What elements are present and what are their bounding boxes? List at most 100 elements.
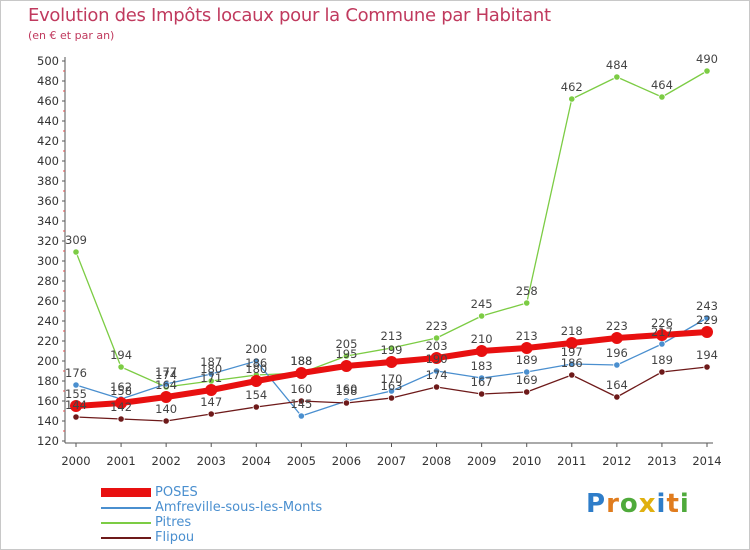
data-label-pitres-2014: 490 <box>696 52 718 66</box>
data-label-flipou-2014: 194 <box>696 348 718 362</box>
x-tick-label-2002: 2002 <box>152 454 181 468</box>
data-point-poses-2014 <box>701 326 713 338</box>
logo-letter: t <box>666 489 680 519</box>
data-point-pitres-2013 <box>658 93 666 101</box>
data-point-amfreville-sous-les-monts-2011 <box>568 360 576 368</box>
data-label-amfreville-sous-les-monts-2009: 183 <box>471 359 493 373</box>
y-tick-label-300: 300 <box>37 254 59 268</box>
legend-swatch-poses <box>101 488 151 497</box>
data-label-flipou-2004: 154 <box>245 388 267 402</box>
data-label-poses-2002: 164 <box>155 378 177 392</box>
y-tick-label-380: 380 <box>37 174 59 188</box>
data-label-amfreville-sous-les-monts-2014: 243 <box>696 299 718 313</box>
data-point-poses-2001 <box>115 397 128 409</box>
data-point-pitres-2000 <box>72 248 80 256</box>
data-label-poses-2009: 210 <box>471 332 493 346</box>
data-label-flipou-2009: 167 <box>471 375 493 389</box>
data-label-pitres-2003: 180 <box>200 362 222 376</box>
data-label-flipou-2005: 160 <box>290 382 312 396</box>
proxiti-logo: Proxiti <box>586 489 690 519</box>
data-point-flipou-2007 <box>387 394 396 402</box>
data-label-poses-2013: 226 <box>651 316 673 330</box>
data-label-amfreville-sous-les-monts-2002: 177 <box>155 365 177 379</box>
legend-swatch-amfreville <box>101 506 151 509</box>
data-label-pitres-2004: 186 <box>245 356 267 370</box>
data-label-poses-2007: 199 <box>381 343 403 357</box>
x-tick-label-2013: 2013 <box>647 454 676 468</box>
data-point-poses-2000 <box>70 400 82 412</box>
data-point-amfreville-sous-les-monts-2014 <box>703 314 711 322</box>
data-point-flipou-2000 <box>72 413 80 421</box>
data-label-amfreville-sous-les-monts-2000: 176 <box>65 366 87 380</box>
legend-label-flipou: Flipou <box>155 530 195 545</box>
y-tick-label-320: 320 <box>37 234 59 248</box>
data-point-flipou-2002 <box>162 417 170 425</box>
data-label-pitres-2011: 462 <box>561 80 583 94</box>
logo-letter: x <box>638 489 657 519</box>
data-label-poses-2006: 195 <box>335 347 357 361</box>
data-label-pitres-2009: 245 <box>471 297 493 311</box>
data-point-amfreville-sous-les-monts-2010 <box>523 368 531 376</box>
data-point-poses-2005 <box>295 367 308 379</box>
chart-legend: POSES Amfreville-sous-les-Monts Pitres F… <box>101 485 322 545</box>
data-point-poses-2006 <box>340 360 353 372</box>
x-tick-label-2000: 2000 <box>61 454 90 468</box>
data-point-pitres-2010 <box>523 299 531 307</box>
legend-label-poses: POSES <box>155 485 198 500</box>
data-label-amfreville-sous-les-monts-2003: 187 <box>200 355 222 369</box>
logo-letter: P <box>586 489 607 519</box>
data-label-amfreville-sous-les-monts-2010: 189 <box>516 353 538 367</box>
x-tick-label-2001: 2001 <box>106 454 135 468</box>
logo-letter: o <box>619 489 639 519</box>
data-point-flipou-2006 <box>342 399 351 407</box>
data-point-poses-2010 <box>520 342 533 354</box>
data-point-pitres-2014 <box>703 67 711 75</box>
data-point-pitres-2012 <box>613 73 621 81</box>
data-label-amfreville-sous-les-monts-2013: 217 <box>651 325 673 339</box>
data-point-amfreville-sous-les-monts-2003 <box>207 370 215 378</box>
data-label-poses-2008: 203 <box>426 339 448 353</box>
y-tick-label-200: 200 <box>37 354 59 368</box>
x-tick-label-2009: 2009 <box>467 454 496 468</box>
y-tick-label-340: 340 <box>37 214 59 228</box>
y-tick-label-240: 240 <box>37 314 59 328</box>
y-tick-label-180: 180 <box>37 374 59 388</box>
data-point-amfreville-sous-les-monts-2013 <box>658 340 666 348</box>
data-label-amfreville-sous-les-monts-2004: 200 <box>245 342 267 356</box>
data-point-poses-2007 <box>385 356 398 368</box>
x-tick-label-2008: 2008 <box>422 454 451 468</box>
y-tick-label-260: 260 <box>37 294 59 308</box>
data-point-amfreville-sous-les-monts-2002 <box>162 380 170 388</box>
data-point-pitres-2011 <box>568 95 576 103</box>
data-point-pitres-2008 <box>432 334 441 342</box>
y-tick-label-440: 440 <box>37 114 59 128</box>
data-label-flipou-2012: 164 <box>606 378 628 392</box>
legend-item-amfreville: Amfreville-sous-les-Monts <box>101 500 322 515</box>
y-tick-label-400: 400 <box>37 154 59 168</box>
data-label-pitres-2010: 258 <box>516 284 538 298</box>
data-point-pitres-2001 <box>117 363 125 371</box>
y-tick-label-220: 220 <box>37 334 59 348</box>
data-label-poses-2010: 213 <box>516 329 538 343</box>
y-tick-label-140: 140 <box>37 414 59 428</box>
data-label-pitres-2006: 205 <box>335 337 357 351</box>
data-label-pitres-2007: 213 <box>381 329 403 343</box>
data-label-poses-2000: 155 <box>65 387 87 401</box>
data-label-flipou-2010: 169 <box>516 373 538 387</box>
y-tick-label-500: 500 <box>37 54 59 68</box>
data-point-flipou-2014 <box>703 363 711 371</box>
y-tick-label-480: 480 <box>37 74 59 88</box>
x-tick-label-2012: 2012 <box>602 454 631 468</box>
data-label-poses-2001: 158 <box>110 384 132 398</box>
y-tick-label-460: 460 <box>37 94 59 108</box>
legend-item-pitres: Pitres <box>101 515 322 530</box>
data-point-flipou-2005 <box>297 397 305 405</box>
data-label-poses-2012: 223 <box>606 319 628 333</box>
data-point-poses-2003 <box>205 384 218 396</box>
data-point-poses-2012 <box>610 332 623 344</box>
data-label-flipou-2000: 144 <box>65 398 87 412</box>
data-point-amfreville-sous-les-monts-2000 <box>72 381 80 389</box>
logo-letter: i <box>656 489 667 519</box>
y-tick-label-280: 280 <box>37 274 59 288</box>
